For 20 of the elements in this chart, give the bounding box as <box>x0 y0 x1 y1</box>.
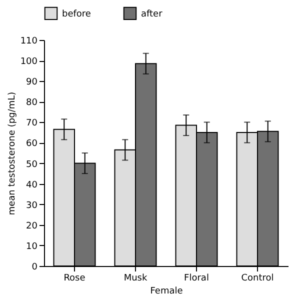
y-tick-label: 80 <box>26 98 38 108</box>
y-tick-label: 60 <box>26 139 38 150</box>
x-tick-label: Rose <box>64 274 86 284</box>
x-tick-label: Floral <box>184 274 209 284</box>
legend-label: after <box>141 9 163 20</box>
x-tick-label: Control <box>241 274 274 284</box>
y-tick-label: 90 <box>26 78 38 88</box>
y-axis-title: mean testosterone (pg/mL) <box>7 92 18 216</box>
y-tick-label: 20 <box>26 221 38 232</box>
y-tick-label: 50 <box>26 160 38 170</box>
y-tick-label: 100 <box>20 57 38 68</box>
x-axis-title: Female <box>150 286 184 296</box>
y-tick-label: 30 <box>26 200 38 211</box>
y-tick-label: 70 <box>26 118 38 129</box>
y-tick-label: 10 <box>26 242 38 252</box>
legend-label: before <box>62 9 92 20</box>
y-tick-label: 110 <box>20 36 38 46</box>
y-tick-label: 40 <box>26 180 38 190</box>
y-tick-label: 0 <box>32 262 38 272</box>
x-tick-label: Musk <box>124 274 148 284</box>
